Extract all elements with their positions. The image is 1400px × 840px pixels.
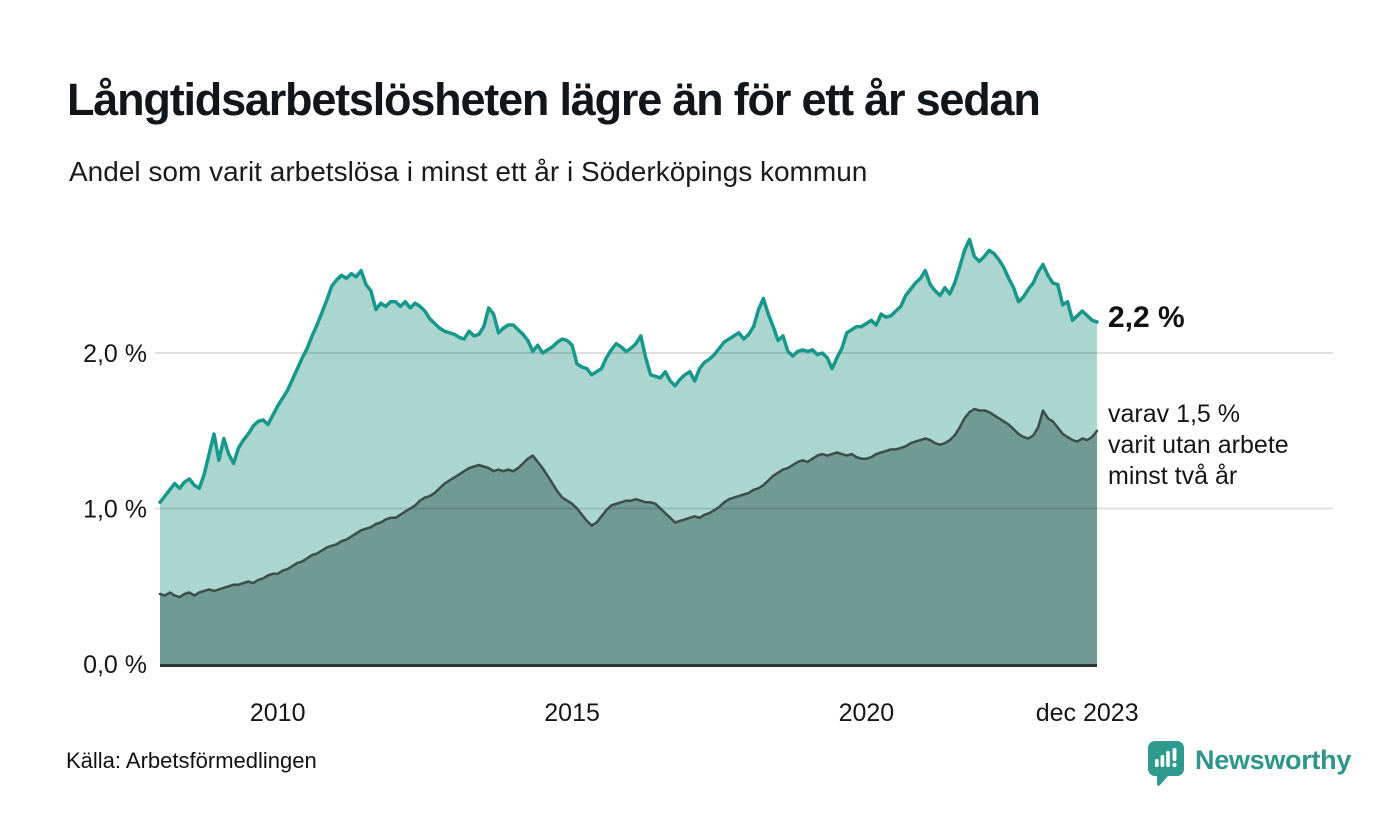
line-sub	[158, 407, 1099, 599]
x-tick-label: 2015	[544, 699, 600, 727]
sub-series-annotation: varav 1,5 % varit utan arbete minst två …	[1108, 400, 1289, 490]
y-tick-label: 1,0 %	[83, 496, 147, 524]
newsworthy-icon	[1148, 741, 1184, 786]
area-fill-sub	[160, 409, 1097, 664]
x-tick-label: dec 2023	[1036, 699, 1139, 727]
line-total	[158, 237, 1099, 505]
y-tick-label: 2,0 %	[83, 340, 147, 368]
bar-chart-glyph	[1155, 748, 1177, 768]
x-tick-label: 2010	[250, 699, 306, 727]
page-title: Långtidsarbetslösheten lägre än för ett …	[67, 74, 1041, 125]
speech-bubble-shape	[1148, 741, 1184, 786]
page-subtitle: Andel som varit arbetslösa i minst ett å…	[69, 156, 868, 187]
latest-value-label: 2,2 %	[1108, 301, 1185, 334]
newsworthy-wordmark: Newsworthy	[1195, 745, 1352, 775]
newsworthy-logo: Newsworthy	[1147, 740, 1351, 786]
source-note: Källa: Arbetsförmedlingen	[66, 748, 317, 773]
x-tick-label: 2020	[839, 699, 895, 727]
y-tick-label: 0,0 %	[83, 651, 147, 679]
